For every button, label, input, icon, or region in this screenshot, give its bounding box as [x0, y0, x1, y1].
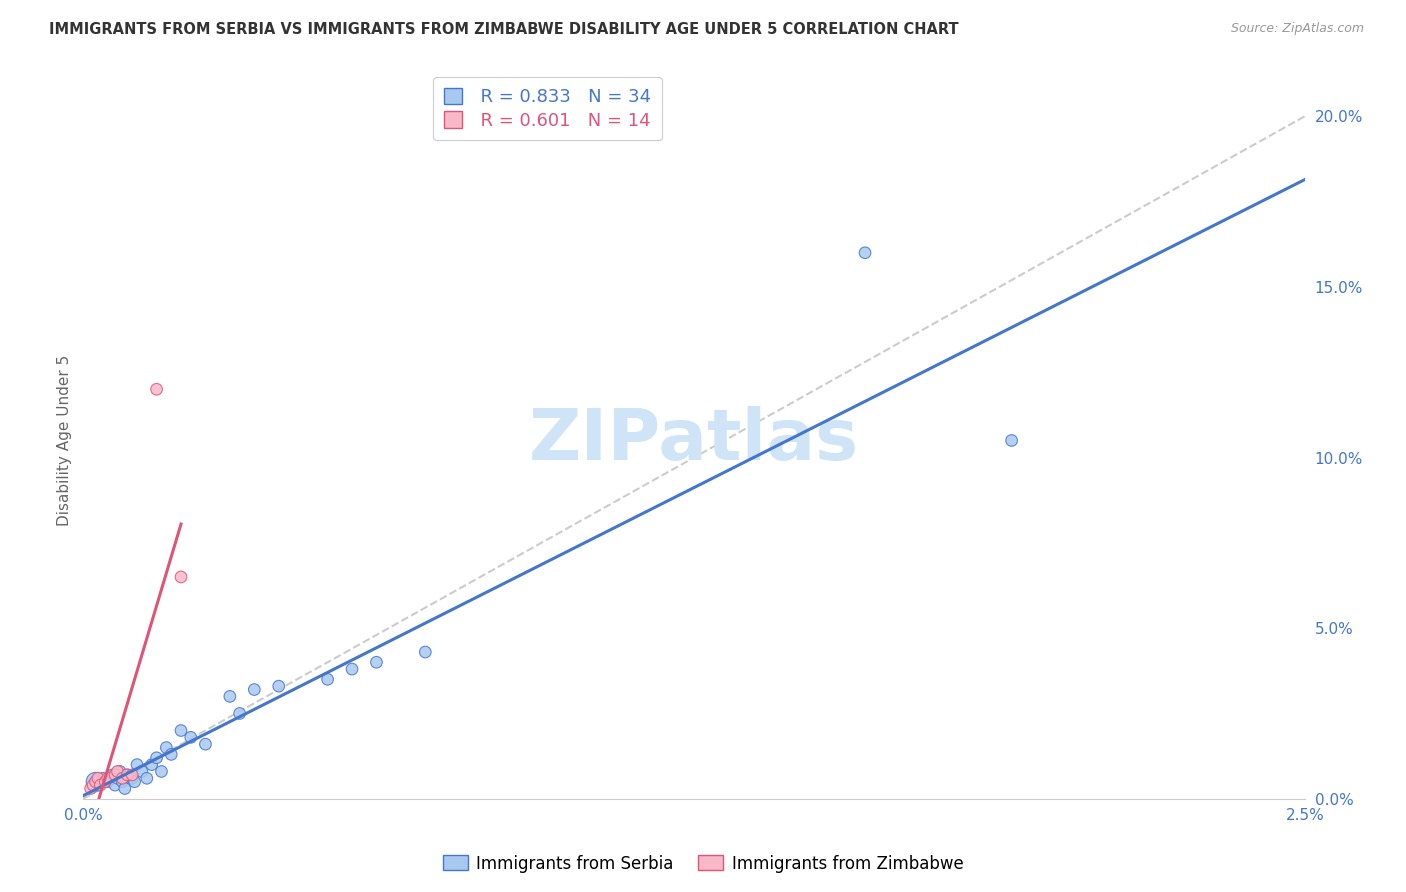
Point [125, 757, 148, 772]
Point [124, 774, 146, 789]
Point [111, 772, 134, 786]
Point [87, 778, 110, 792]
Point [413, 645, 436, 659]
Point [87, 772, 110, 786]
Point [104, 768, 127, 782]
Point [218, 690, 240, 704]
Point [114, 781, 136, 796]
Point [141, 757, 163, 772]
Point [111, 774, 134, 789]
Point [170, 723, 193, 738]
Point [194, 737, 217, 751]
Point [121, 772, 143, 786]
Point [340, 662, 363, 676]
Legend: Immigrants from Serbia, Immigrants from Zimbabwe: Immigrants from Serbia, Immigrants from … [436, 848, 970, 880]
Point [84, 774, 107, 789]
Point [267, 679, 290, 693]
Point [366, 655, 388, 669]
Point [97, 774, 120, 789]
Point [243, 682, 266, 697]
Point [131, 764, 153, 779]
Point [108, 764, 131, 779]
Point [94, 774, 117, 789]
Point [104, 778, 127, 792]
Point [228, 706, 250, 721]
Point [853, 245, 876, 260]
Point [117, 768, 139, 782]
Point [145, 382, 167, 396]
Point [1001, 434, 1024, 448]
Point [79, 781, 101, 796]
Point [155, 740, 177, 755]
Point [97, 772, 120, 786]
Y-axis label: Disability Age Under 5: Disability Age Under 5 [58, 355, 72, 526]
Point [91, 772, 114, 786]
Point [170, 570, 193, 584]
Text: ZIPatlas: ZIPatlas [529, 406, 859, 475]
Legend:   R = 0.833   N = 34,   R = 0.601   N = 14: R = 0.833 N = 34, R = 0.601 N = 14 [433, 77, 662, 140]
Point [121, 768, 143, 782]
Text: Source: ZipAtlas.com: Source: ZipAtlas.com [1230, 22, 1364, 36]
Point [89, 778, 111, 792]
Point [82, 778, 104, 792]
Point [316, 673, 339, 687]
Point [107, 772, 129, 786]
Point [101, 768, 124, 782]
Point [160, 747, 183, 762]
Point [150, 764, 173, 779]
Point [180, 731, 202, 745]
Point [117, 768, 139, 782]
Point [107, 764, 129, 779]
Point [84, 774, 107, 789]
Point [135, 772, 157, 786]
Text: IMMIGRANTS FROM SERBIA VS IMMIGRANTS FROM ZIMBABWE DISABILITY AGE UNDER 5 CORREL: IMMIGRANTS FROM SERBIA VS IMMIGRANTS FRO… [49, 22, 959, 37]
Point [145, 751, 167, 765]
